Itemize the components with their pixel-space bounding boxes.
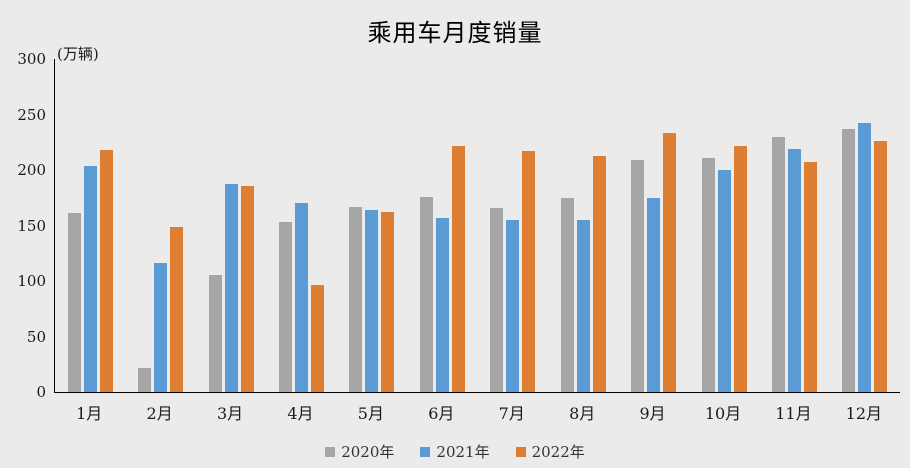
bar-group-7月 <box>478 59 548 392</box>
x-tick-label: 3月 <box>216 404 244 423</box>
y-tick-label: 300 <box>17 50 46 68</box>
x-tick-label: 11月 <box>775 404 812 423</box>
bar-group-9月 <box>618 59 688 392</box>
legend-swatch-icon <box>325 446 336 457</box>
bar-2022年-3月 <box>240 185 254 392</box>
bar-group-12月 <box>830 59 900 392</box>
bar-2021年-2月 <box>154 263 168 392</box>
bar-2021年-3月 <box>224 184 238 392</box>
bar-2022年-2月 <box>170 226 184 392</box>
legend-item-2021年: 2021年 <box>420 441 490 462</box>
legend: 2020年 2021年 2022年 <box>0 441 910 462</box>
bar-2021年-10月 <box>717 170 731 392</box>
x-axis: 1月 2月 3月 4月 5月 6月 7月 8月 9月 10月 11月 12月 <box>54 400 899 424</box>
bar-group-2月 <box>125 59 195 392</box>
bar-2020年-4月 <box>278 222 292 392</box>
bar-2020年-8月 <box>560 197 574 392</box>
x-tick-label: 5月 <box>357 404 384 423</box>
y-tick-label: 0 <box>36 383 46 401</box>
bar-2022年-11月 <box>803 162 817 392</box>
x-tick-label: 4月 <box>287 404 314 423</box>
bar-group-8月 <box>548 59 618 392</box>
y-tick-label: 200 <box>17 161 46 179</box>
bar-2021年-5月 <box>365 209 379 392</box>
bar-2020年-10月 <box>701 157 715 392</box>
bar-group-4月 <box>266 59 336 392</box>
y-axis-unit-label: (万辆) <box>57 45 99 63</box>
bar-2022年-10月 <box>733 145 747 392</box>
bar-2022年-5月 <box>381 212 395 392</box>
bar-2020年-2月 <box>138 367 152 392</box>
legend-label: 2021年 <box>436 443 490 461</box>
y-tick-label: 150 <box>17 216 46 235</box>
x-tick-label: 10月 <box>704 404 742 423</box>
bar-2022年-8月 <box>592 155 606 392</box>
bar-2020年-5月 <box>349 206 363 392</box>
bar-2020年-1月 <box>67 213 81 392</box>
bar-2020年-12月 <box>842 128 856 392</box>
bar-2022年-7月 <box>522 151 536 392</box>
bar-2021年-12月 <box>858 123 872 392</box>
bar-2022年-1月 <box>99 150 113 392</box>
bar-2022年-12月 <box>874 141 888 392</box>
y-tick-label: 100 <box>17 272 46 290</box>
bar-2021年-6月 <box>435 217 449 392</box>
bar-group-5月 <box>337 59 407 392</box>
bar-2020年-9月 <box>631 160 645 392</box>
bar-2021年-11月 <box>787 148 801 392</box>
bar-2020年-11月 <box>771 136 785 392</box>
x-tick-label: 1月 <box>76 404 103 423</box>
legend-item-2020年: 2020年 <box>325 441 394 462</box>
bar-2021年-7月 <box>506 219 520 392</box>
bar-group-3月 <box>196 59 266 392</box>
bar-2022年-9月 <box>663 133 677 392</box>
y-tick-label: 250 <box>17 105 46 124</box>
x-tick-label: 7月 <box>498 404 525 423</box>
legend-label: 2020年 <box>341 443 395 461</box>
y-tick-label: 50 <box>26 327 46 346</box>
legend-swatch-icon <box>420 446 431 457</box>
x-tick-label: 9月 <box>639 404 666 423</box>
bar-group-1月 <box>55 59 125 392</box>
legend-item-2022年: 2022年 <box>515 441 585 462</box>
bar-2022年-4月 <box>310 285 324 392</box>
bar-2021年-9月 <box>647 197 661 392</box>
bar-2021年-1月 <box>83 165 97 392</box>
bar-2020年-3月 <box>208 275 222 392</box>
x-tick-label: 8月 <box>569 404 596 423</box>
bar-group-10月 <box>689 59 759 392</box>
bar-2020年-7月 <box>490 207 504 392</box>
legend-label: 2022年 <box>531 443 585 461</box>
plot-area <box>54 59 900 393</box>
bar-2021年-8月 <box>576 219 590 392</box>
x-tick-label: 6月 <box>428 404 455 423</box>
bar-2022年-6月 <box>451 145 465 392</box>
bar-group-6月 <box>407 59 477 392</box>
chart-title: 乘用车月度销量 <box>367 19 543 47</box>
bar-2021年-4月 <box>294 203 308 392</box>
bar-group-11月 <box>759 59 829 392</box>
legend-swatch-icon <box>515 446 526 457</box>
bar-2020年-6月 <box>419 196 433 392</box>
x-tick-label: 12月 <box>845 404 883 423</box>
x-tick-label: 2月 <box>146 404 173 423</box>
